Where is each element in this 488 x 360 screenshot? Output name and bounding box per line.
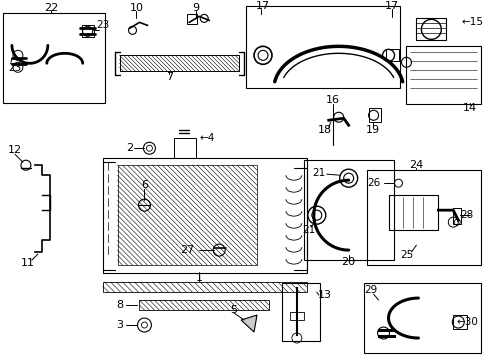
Bar	[139, 300, 268, 310]
Bar	[174, 138, 196, 158]
Text: 19: 19	[365, 125, 379, 135]
Bar	[303, 160, 393, 260]
Text: 10: 10	[129, 3, 143, 13]
Bar	[406, 46, 480, 104]
Text: 11: 11	[21, 258, 35, 268]
Bar	[245, 6, 400, 88]
Text: 28: 28	[459, 210, 472, 220]
Bar	[119, 55, 239, 71]
Text: 13: 13	[317, 290, 331, 300]
Bar	[385, 49, 399, 61]
Text: 29: 29	[363, 285, 376, 295]
Text: 23: 23	[8, 63, 21, 73]
Text: 9: 9	[192, 3, 200, 13]
Text: 16: 16	[325, 95, 339, 105]
Bar	[368, 108, 380, 122]
Text: 2: 2	[126, 143, 133, 153]
Text: 23: 23	[97, 21, 110, 30]
Bar	[282, 283, 319, 341]
Bar	[363, 283, 480, 353]
Text: ←15: ←15	[460, 17, 482, 27]
Text: 26: 26	[366, 178, 380, 188]
Bar	[81, 25, 94, 37]
Bar	[366, 170, 480, 265]
Text: 17: 17	[256, 1, 269, 12]
Text: 27: 27	[180, 245, 194, 255]
Bar	[452, 208, 460, 224]
Text: 21: 21	[302, 225, 315, 235]
Text: 25: 25	[399, 250, 412, 260]
Text: 12: 12	[8, 145, 22, 155]
Text: 20: 20	[341, 257, 355, 267]
Text: 1: 1	[195, 273, 203, 283]
Text: 6: 6	[141, 180, 148, 190]
Bar	[102, 158, 306, 273]
Bar	[416, 18, 446, 40]
Text: ←4: ←4	[199, 133, 214, 143]
Text: 22: 22	[43, 3, 58, 13]
Text: 21: 21	[311, 168, 325, 178]
Text: ←30: ←30	[455, 317, 477, 327]
Text: 8: 8	[116, 300, 123, 310]
Bar	[3, 13, 104, 103]
Text: 17: 17	[384, 1, 398, 12]
Bar	[452, 315, 466, 329]
Text: 14: 14	[462, 103, 476, 113]
Text: 24: 24	[408, 160, 423, 170]
Bar	[388, 195, 437, 230]
Text: 7: 7	[165, 72, 173, 82]
Polygon shape	[241, 315, 257, 332]
Bar	[187, 14, 197, 24]
Bar	[289, 312, 303, 320]
Bar	[117, 165, 257, 265]
Text: 18: 18	[317, 125, 331, 135]
Text: 5: 5	[230, 305, 237, 315]
Text: 3: 3	[116, 320, 123, 330]
Bar	[102, 282, 306, 292]
